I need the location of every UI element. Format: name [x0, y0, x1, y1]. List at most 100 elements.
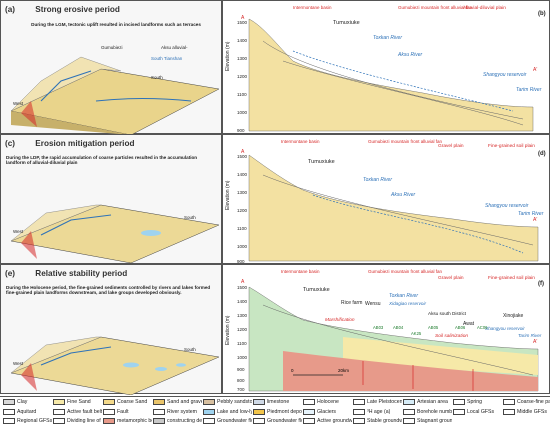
- profile-b-place-toxkan: Toxkan River: [373, 35, 402, 41]
- profile-d-place-tumuxiuke: Tumuxiuke: [308, 159, 335, 165]
- profile-f-a2: A': [533, 339, 537, 345]
- svg-text:1300: 1300: [237, 190, 248, 195]
- profile-d-zone4: Fine-grained soil plain: [488, 143, 535, 149]
- tianshan-label: South Tianshan: [151, 56, 183, 61]
- profile-f-place-xidagiao: Xidagiao reservoir: [388, 301, 426, 306]
- profile-b-a2: A': [533, 67, 537, 73]
- svg-text:1400: 1400: [237, 299, 248, 304]
- legend-label-3: Sand and gravel: [167, 399, 202, 405]
- svg-text:1400: 1400: [237, 38, 248, 43]
- svg-text:700: 700: [237, 387, 245, 392]
- legend-label-26: Groundwater flow ( Stage Ⅰ ): [217, 418, 252, 424]
- legend-label-8: Artesian area: [417, 399, 448, 405]
- svg-text:900: 900: [237, 128, 245, 133]
- svg-text:1000: 1000: [237, 110, 248, 115]
- borehole-ab06: AB06: [455, 325, 466, 330]
- svg-text:1100: 1100: [237, 226, 247, 231]
- panel-c-block-diagram: South West: [10, 204, 220, 264]
- borehole-ab03: AB03: [373, 325, 384, 330]
- legend-label-28: Active groundwater flow (Stage Ⅲ): [317, 418, 352, 424]
- legend-swatch-10: [503, 399, 515, 405]
- svg-text:1100: 1100: [237, 341, 247, 346]
- svg-text:1500: 1500: [237, 154, 248, 159]
- svg-text:1500: 1500: [237, 20, 248, 25]
- svg-text:1300: 1300: [237, 56, 248, 61]
- svg-text:1400: 1400: [237, 172, 248, 177]
- legend-swatch-29: [353, 418, 365, 424]
- profile-b: Elevation (m) 1500 1400 1300 1200 1100 1000 9…: [225, 5, 546, 133]
- legend-label-9: Spring: [467, 399, 482, 405]
- legend-label-27: Groundwater flow (Stage Ⅱ): [267, 418, 302, 424]
- legend-label-14: River system: [167, 408, 197, 415]
- legend-swatch-23: [53, 418, 65, 424]
- svg-text:900: 900: [237, 259, 245, 264]
- legend-swatch-16: [253, 408, 265, 415]
- legend-label-22: Regional GFSs: [17, 418, 52, 424]
- svg-text:800: 800: [237, 378, 245, 383]
- profile-b-zone3: Alluvial-diluvial plain: [463, 5, 506, 11]
- profile-b-a: A: [241, 15, 245, 21]
- svg-text:1200: 1200: [237, 327, 248, 332]
- legend-swatch-21: [503, 408, 515, 415]
- profile-f-place-rice: Rice farm: [341, 300, 362, 306]
- profile-f-label: (f): [538, 281, 544, 287]
- profile-f-zone3: Gravel plain: [438, 275, 464, 281]
- legend-swatch-8: [403, 399, 415, 405]
- profile-f-place-toxkan: Toxkan River: [389, 293, 418, 299]
- profile-b-place-shangyou: Shangyou reservoir: [483, 72, 527, 78]
- scale-end: 20km: [338, 368, 349, 373]
- profile-d-label: (d): [538, 151, 546, 157]
- legend-label-10: Coarse-fine particles and boundary: [517, 399, 550, 405]
- profile-f-place-tumuxiuke: Tumuxiuke: [303, 287, 330, 293]
- profile-d-zone1: Intermontane basin: [281, 139, 320, 144]
- legend-label-23: Dividing line of GFS: [67, 418, 102, 424]
- legend-swatch-22: [3, 418, 15, 424]
- legend-label-7: Late Pleistocene: [367, 399, 402, 405]
- svg-text:South: South: [184, 347, 196, 352]
- legend-label-11: Aquitard: [17, 408, 37, 415]
- legend-label-1: Fine Sand: [67, 399, 91, 405]
- legend-swatch-20: [453, 408, 465, 415]
- svg-text:West: West: [13, 229, 24, 234]
- legend-swatch-13: [103, 408, 115, 415]
- svg-text:1500: 1500: [237, 285, 248, 290]
- legend-label-18: ³H age (a): [367, 408, 391, 415]
- legend-label-24: metamorphic bedrock: [117, 418, 152, 424]
- profile-f-place-wensu: Wensu: [365, 301, 381, 307]
- legend-label-2: Coarse Sand: [117, 399, 148, 405]
- legend-label-25: constructing deformable bodies: [167, 418, 202, 424]
- profile-f-marshification: Marshification: [325, 317, 355, 323]
- profile-f-place-aksu-south: Aksu south District: [428, 311, 467, 316]
- profile-f-zone1: Intermontane basin: [281, 269, 320, 274]
- legend-swatch-2: [103, 399, 115, 405]
- profile-d-a: A: [241, 149, 245, 155]
- borehole-ab04: AB04: [393, 325, 404, 330]
- legend-swatch-6: [303, 399, 315, 405]
- profile-d: Elevation (m) 1500 1400 1300 1200 1100 1000 9…: [225, 139, 546, 264]
- svg-text:Gumubiezi: Gumubiezi: [101, 45, 123, 50]
- legend-label-19: Borehole number ¹⁴C age (a): [417, 408, 452, 415]
- legend-swatch-5: [253, 399, 265, 405]
- borehole-ac06: AC06: [477, 325, 488, 330]
- legend-swatch-27: [253, 418, 265, 424]
- legend-label-13: Fault: [117, 408, 129, 415]
- svg-text:1200: 1200: [237, 74, 248, 79]
- profile-f-zone2: Gumubiezi mountain front alluvial fan: [368, 269, 443, 274]
- legend-swatch-24: [103, 418, 115, 424]
- profile-d-zone3: Gravel plain: [438, 143, 464, 149]
- legend-swatch-9: [453, 399, 465, 405]
- profile-f-place-xinojiake: Xinojiake: [503, 313, 524, 319]
- scale-zero: 0: [291, 368, 294, 373]
- legend-label-20: Local GFSs: [467, 408, 495, 415]
- svg-text:1000: 1000: [237, 355, 248, 360]
- panel-a-note: During the LGM, tectonic uplift resulted…: [31, 22, 201, 27]
- legend-swatch-3: [153, 399, 165, 405]
- profile-d-place-shangyou: Shangyou reservoir: [485, 203, 529, 209]
- profile-b-zone1: Intermontane basin: [293, 5, 332, 10]
- svg-text:Aksu alluvial-: Aksu alluvial-: [161, 45, 188, 50]
- legend-swatch-11: [3, 408, 15, 415]
- panel-e: (e) Relative stability period During the…: [0, 264, 222, 395]
- panel-e-note: During the Holocene period, the fine-gra…: [6, 285, 211, 296]
- legend-swatch-15: [203, 408, 215, 415]
- profile-b-place-tarim: Tarim River: [516, 87, 542, 93]
